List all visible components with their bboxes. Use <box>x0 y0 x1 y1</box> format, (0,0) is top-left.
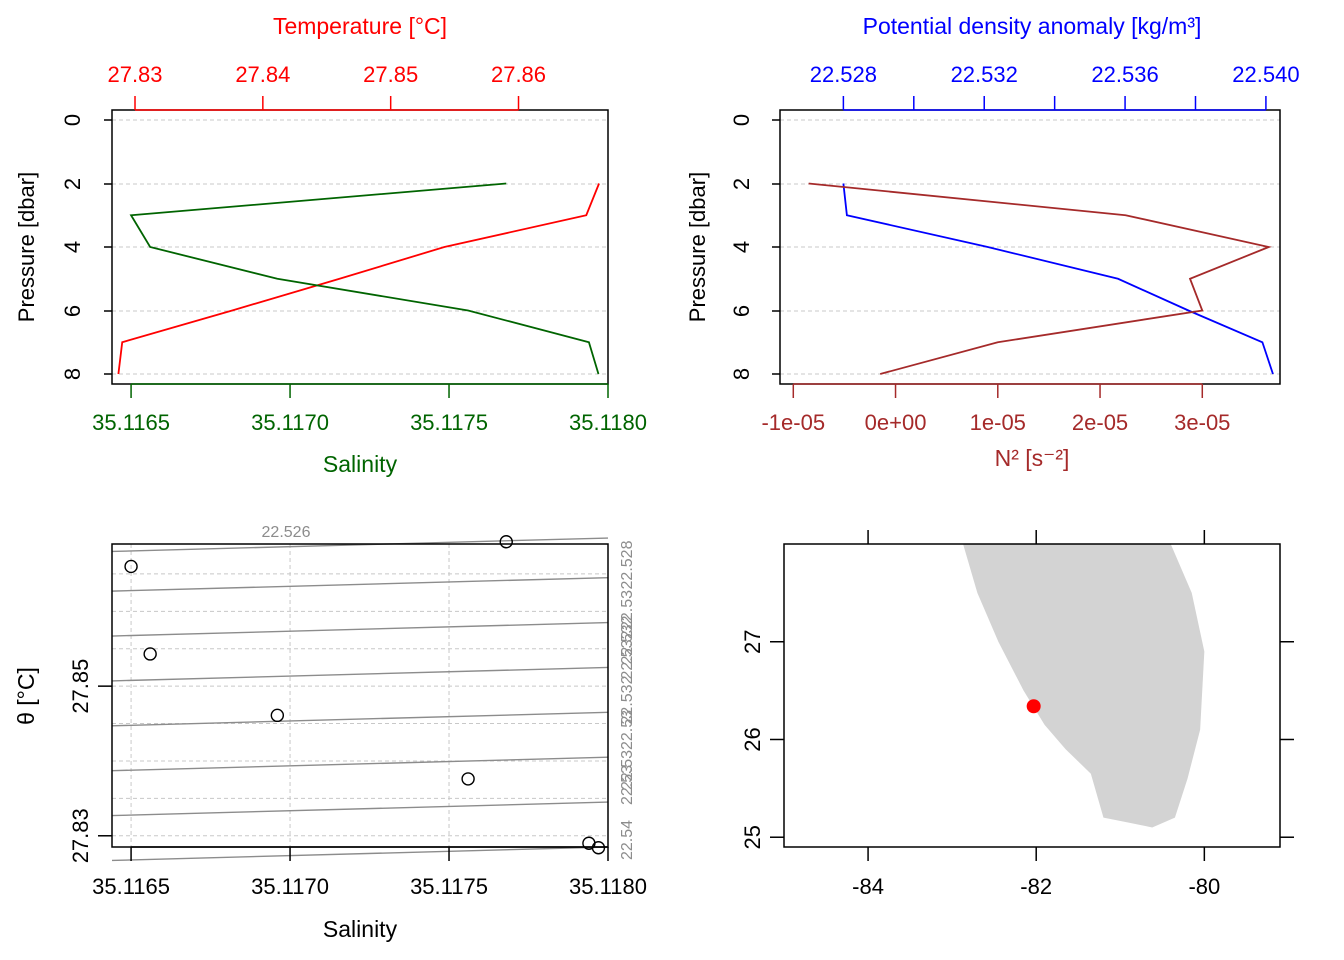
n2-tick-label: 2e-05 <box>1072 410 1128 435</box>
lat-tick-label: 26 <box>740 727 765 751</box>
isopycnal-label-right: 22.532 <box>619 615 636 664</box>
ts-point <box>124 559 138 574</box>
x-tick-label: 35.1170 <box>251 874 329 899</box>
temperature-profile-line <box>117 183 600 375</box>
y-tick-label-4: 4 <box>729 241 754 253</box>
y-axis-title: Pressure [dbar] <box>14 172 39 322</box>
isopycnal-label-right: 22.53 <box>619 765 636 805</box>
isopycnal-line <box>111 576 609 592</box>
density-tick-label: 22.536 <box>1091 62 1158 87</box>
isopycnal-line <box>111 666 609 682</box>
isopycnal-label-top: 22.526 <box>262 524 311 541</box>
y-tick-label-4: 4 <box>60 241 85 253</box>
y-tick-label: 27.85 <box>68 659 93 714</box>
isopycnal-label-right: 22.54 <box>619 820 636 860</box>
y-tick-label-8: 8 <box>729 368 754 380</box>
x-tick-label: 35.1175 <box>410 874 488 899</box>
density-axis-title: Potential density anomaly [kg/m³] <box>863 13 1202 39</box>
salinity-profile-line <box>129 182 600 375</box>
y-tick-label-2: 2 <box>729 178 754 190</box>
ts-point <box>143 647 157 661</box>
land-polygon <box>963 544 1205 828</box>
y-tick-label-6: 6 <box>729 305 754 317</box>
lat-tick-label: 27 <box>740 629 765 653</box>
n2-profile-line <box>808 182 1272 375</box>
ts-point <box>499 535 513 549</box>
ts-grid <box>112 544 609 847</box>
density-tick-label: 22.532 <box>951 62 1018 87</box>
y-tick-label-8: 8 <box>60 368 85 380</box>
isopycnal-label-right: 22.528 <box>619 540 636 589</box>
salinity-tick-label: 35.1175 <box>410 410 488 435</box>
isopycnal-line <box>111 846 609 862</box>
salinity-tick-label: 35.1165 <box>92 410 170 435</box>
map-axes: -84 -82 -80 25 26 27 <box>740 530 1294 899</box>
isopycnal-line <box>111 801 609 817</box>
n2-tick-label: 3e-05 <box>1174 410 1230 435</box>
n2-tick-label: 1e-05 <box>970 410 1026 435</box>
ts-point <box>461 772 475 786</box>
panel-ts-profile: 0 2 4 6 8 Pressure [dbar] 27.83 27.84 27.8… <box>14 13 647 477</box>
n2-tick-label: 0e+00 <box>865 410 927 435</box>
y-tick-label: 27.83 <box>68 808 93 863</box>
salinity-axis-title: Salinity <box>323 451 398 477</box>
temperature-tick-label: 27.84 <box>235 62 290 87</box>
station-marker <box>1026 699 1041 714</box>
ts-points <box>124 535 606 855</box>
y-axis-title: θ [°C] <box>13 667 39 725</box>
density-profile-line <box>842 183 1274 375</box>
salinity-tick-label: 35.1170 <box>251 410 329 435</box>
temperature-tick-label: 27.86 <box>491 62 546 87</box>
isopycnal-label-right: 22.53 <box>619 710 636 750</box>
temperature-axis-title: Temperature [°C] <box>273 13 447 39</box>
y-tick-label-0: 0 <box>60 114 85 126</box>
isopycnal-line <box>111 621 609 637</box>
ts-point <box>270 708 285 723</box>
x-tick-label: 35.1180 <box>569 874 647 899</box>
density-tick-label: 22.528 <box>810 62 877 87</box>
density-axis: 22.528 22.532 22.536 22.540 <box>810 62 1300 111</box>
lat-tick-label: 25 <box>740 825 765 849</box>
x-tick-label: 35.1165 <box>92 874 170 899</box>
isopycnal-labels: 22.52622.52822.5322.53222.53222.53222.53… <box>262 524 636 860</box>
isopycnal-line <box>111 711 609 727</box>
panel-density-frame <box>779 109 1281 385</box>
y-tick-label-6: 6 <box>60 305 85 317</box>
lon-tick-label: -84 <box>852 874 884 899</box>
panel-station-map: -84 -82 -80 25 26 27 <box>740 530 1294 899</box>
n2-tick-label: -1e-05 <box>761 410 825 435</box>
isopycnal-label-right: 22.53 <box>619 590 636 630</box>
ts-axes: 35.1165 35.1170 35.1175 35.1180 27.85 27.83 <box>68 659 647 899</box>
salinity-tick-label: 35.1180 <box>569 410 647 435</box>
n2-axis: -1e-05 0e+00 1e-05 2e-05 3e-05 <box>761 383 1230 435</box>
isopycnal-label-right: 22.532 <box>619 675 636 724</box>
lon-tick-label: -80 <box>1188 874 1220 899</box>
panel-map-frame <box>783 543 1281 848</box>
density-tick-label: 22.540 <box>1232 62 1299 87</box>
isopycnal-line <box>111 756 609 772</box>
lon-tick-label: -82 <box>1020 874 1052 899</box>
salinity-axis: 35.1165 35.1170 35.1175 35.1180 <box>92 383 647 435</box>
temperature-tick-label: 27.83 <box>107 62 162 87</box>
y-tick-label-0: 0 <box>729 114 754 126</box>
y-tick-label-2: 2 <box>60 178 85 190</box>
isopycnal-label-right: 22.532 <box>619 630 636 679</box>
n2-axis-title: N² [s⁻²] <box>995 445 1070 471</box>
panel-ts-diagram: 35.1165 35.1170 35.1175 35.1180 27.85 27.83 2… <box>13 524 647 942</box>
isopycnal-lines <box>111 537 609 862</box>
temperature-tick-label: 27.85 <box>363 62 418 87</box>
panel-density-profile: 0 2 4 6 8 Pressure [dbar] 22.528 22.532 22… <box>685 13 1300 471</box>
x-axis-title: Salinity <box>323 916 398 942</box>
temperature-axis: 27.83 27.84 27.85 27.86 <box>107 62 546 111</box>
y-axis-title: Pressure [dbar] <box>685 172 710 322</box>
isopycnal-label-right: 22.53 <box>619 750 636 790</box>
